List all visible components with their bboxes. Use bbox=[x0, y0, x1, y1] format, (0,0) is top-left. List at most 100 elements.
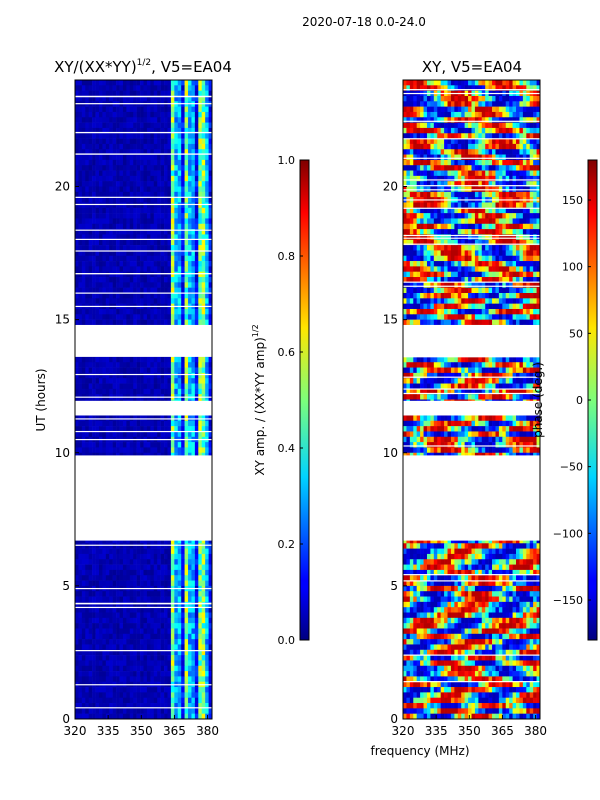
heatmap-cell bbox=[129, 649, 134, 656]
heatmap-cell bbox=[133, 165, 137, 171]
heatmap-cell bbox=[191, 80, 196, 86]
heatmap-cell bbox=[133, 617, 137, 624]
heatmap-cell bbox=[170, 143, 175, 150]
heatmap-cell bbox=[191, 106, 196, 113]
heatmap-cell bbox=[140, 687, 144, 693]
heatmap-cell bbox=[208, 95, 213, 102]
heatmap-cell bbox=[75, 287, 79, 294]
heatmap-cell bbox=[95, 713, 100, 720]
heatmap-cell bbox=[133, 106, 137, 113]
heatmap-cell bbox=[122, 543, 127, 549]
heatmap-cell bbox=[95, 564, 100, 571]
heatmap-cell bbox=[174, 218, 179, 225]
heatmap-cell bbox=[447, 85, 452, 91]
heatmap-cell bbox=[174, 149, 179, 155]
heatmap-cell bbox=[194, 293, 199, 299]
heatmap-cell bbox=[98, 596, 103, 603]
heatmap-cell bbox=[174, 665, 179, 672]
heatmap-cell bbox=[194, 213, 199, 219]
heatmap-cell bbox=[133, 601, 137, 608]
heatmap-cell bbox=[492, 80, 496, 86]
heatmap-cell bbox=[136, 117, 141, 123]
heatmap-cell bbox=[205, 553, 209, 560]
heatmap-cell bbox=[75, 255, 79, 262]
heatmap-cell bbox=[109, 223, 113, 230]
heatmap-cell bbox=[188, 356, 192, 363]
heatmap-cell bbox=[201, 383, 206, 390]
heatmap-cell bbox=[198, 697, 203, 704]
heatmap-cell bbox=[146, 245, 151, 251]
heatmap-cell bbox=[78, 271, 83, 278]
heatmap-cell bbox=[191, 703, 196, 709]
heatmap-cell bbox=[146, 548, 151, 555]
heatmap-cell bbox=[112, 633, 117, 640]
heatmap-cell bbox=[143, 628, 148, 635]
heatmap-cell bbox=[92, 229, 96, 235]
heatmap-cell bbox=[136, 569, 141, 576]
heatmap-cell bbox=[119, 388, 124, 395]
heatmap-cell bbox=[160, 633, 165, 640]
heatmap-cell bbox=[136, 697, 141, 704]
heatmap-cell bbox=[433, 80, 438, 86]
heatmap-cell bbox=[150, 703, 155, 709]
heatmap-cell bbox=[181, 213, 185, 219]
heatmap-cell bbox=[129, 420, 134, 427]
heatmap-cell bbox=[119, 623, 124, 629]
heatmap-cell bbox=[88, 229, 93, 235]
heatmap-cell bbox=[188, 665, 192, 672]
heatmap-cell bbox=[136, 687, 141, 693]
heatmap-cell bbox=[102, 287, 107, 294]
heatmap-cell bbox=[75, 223, 79, 230]
heatmap-cell bbox=[188, 261, 192, 267]
heatmap-cell bbox=[150, 415, 155, 422]
heatmap-cell bbox=[92, 612, 96, 619]
heatmap-cell bbox=[129, 282, 134, 288]
heatmap-cell bbox=[170, 181, 175, 187]
heatmap-cell bbox=[184, 447, 189, 454]
heatmap-cell bbox=[109, 271, 113, 278]
heatmap-cell bbox=[160, 601, 165, 608]
heatmap-cell bbox=[126, 207, 131, 214]
heatmap-cell bbox=[88, 447, 93, 454]
heatmap-cell bbox=[92, 234, 96, 241]
heatmap-cell bbox=[167, 117, 172, 123]
heatmap-cell bbox=[188, 388, 192, 395]
heatmap-cell bbox=[167, 362, 172, 368]
heatmap-cell bbox=[102, 282, 107, 288]
heatmap-cell bbox=[157, 111, 161, 118]
heatmap-cell bbox=[150, 80, 155, 86]
heatmap-cell bbox=[184, 239, 189, 246]
heatmap-cell bbox=[116, 314, 120, 320]
heatmap-cell bbox=[164, 319, 168, 326]
heatmap-cell bbox=[164, 362, 168, 368]
heatmap-cell bbox=[146, 138, 151, 145]
heatmap-cell bbox=[88, 175, 93, 182]
heatmap-cell bbox=[157, 713, 161, 720]
heatmap-cell bbox=[122, 218, 127, 225]
heatmap-cell bbox=[150, 687, 155, 693]
heatmap-cell bbox=[198, 708, 203, 714]
heatmap-cell bbox=[81, 143, 86, 150]
heatmap-cell bbox=[102, 111, 107, 118]
heatmap-cell bbox=[153, 569, 158, 576]
heatmap-cell bbox=[105, 447, 110, 454]
heatmap-cell bbox=[208, 319, 213, 326]
heatmap-cell bbox=[160, 676, 165, 683]
heatmap-cell bbox=[150, 601, 155, 608]
heatmap-cell bbox=[177, 559, 182, 565]
heatmap-cell bbox=[75, 138, 79, 145]
heatmap-cell bbox=[191, 314, 196, 320]
heatmap-cell bbox=[150, 159, 155, 166]
heatmap-cell bbox=[116, 703, 120, 709]
heatmap-cell bbox=[143, 143, 148, 150]
heatmap-cell bbox=[184, 293, 189, 299]
heatmap-cell bbox=[164, 197, 168, 203]
heatmap-cell bbox=[164, 90, 168, 97]
heatmap-cell bbox=[194, 165, 199, 171]
heatmap-cell bbox=[112, 207, 117, 214]
heatmap-cell bbox=[105, 229, 110, 235]
heatmap-cell bbox=[146, 106, 151, 113]
heatmap-cell bbox=[143, 426, 148, 432]
heatmap-cell bbox=[181, 245, 185, 251]
heatmap-cell bbox=[157, 154, 161, 161]
